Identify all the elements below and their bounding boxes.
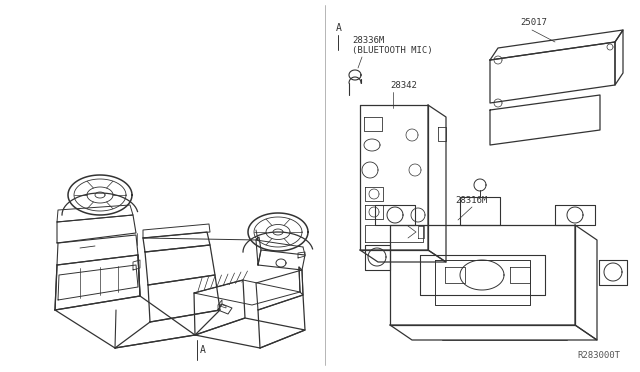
Text: 28316M: 28316M (455, 196, 487, 205)
Text: A: A (200, 345, 206, 355)
Text: 25017: 25017 (520, 17, 547, 26)
Text: R283000T: R283000T (577, 350, 620, 359)
Text: 28336M: 28336M (352, 35, 384, 45)
Text: A: A (336, 23, 342, 33)
Text: 28342: 28342 (390, 80, 417, 90)
Text: (BLUETOOTH MIC): (BLUETOOTH MIC) (352, 45, 433, 55)
